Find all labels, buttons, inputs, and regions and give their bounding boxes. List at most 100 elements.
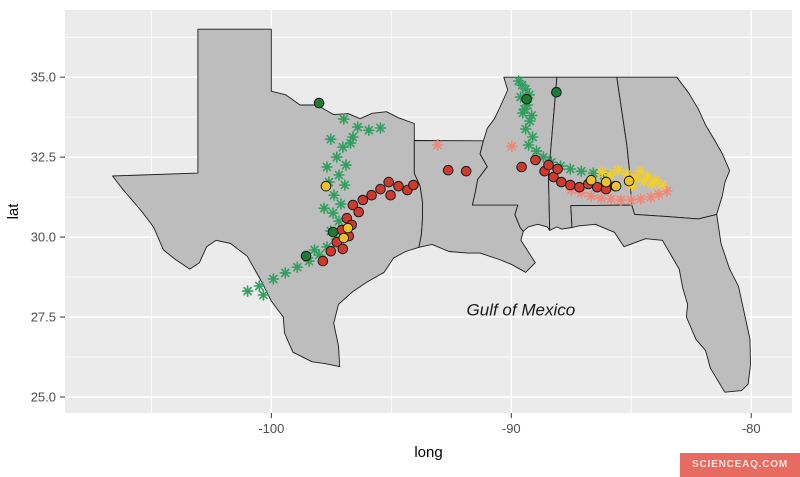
marker-red-circle [565, 179, 576, 191]
marker-red-circle [442, 164, 454, 176]
marker-red-circle [347, 199, 359, 211]
marker-green-asterisk [336, 141, 349, 153]
series-yellow-asterisk [596, 164, 668, 192]
marker-yellow-circle [320, 180, 332, 192]
marker-yellow-asterisk [638, 175, 650, 187]
marker-green-asterisk [362, 124, 375, 137]
marker-green-asterisk [321, 161, 333, 173]
marker-red-circle [556, 176, 567, 188]
marker-green-asterisk [303, 255, 315, 267]
marker-yellow-circle [610, 180, 622, 192]
marker-salmon-asterisk [652, 188, 665, 200]
marker-red-circle [337, 243, 349, 255]
marker-salmon-asterisk [595, 192, 608, 204]
marker-green-asterisk [587, 167, 600, 179]
marker-green-asterisk [321, 241, 333, 253]
y-tick-label: 25.0 [31, 390, 56, 405]
marker-yellow-asterisk [626, 180, 638, 192]
marker-salmon-asterisk [645, 191, 657, 203]
marker-red-circle [385, 189, 396, 201]
marker-yellow-asterisk [621, 168, 633, 180]
marker-red-circle [317, 255, 329, 267]
marker-salmon-asterisk [505, 140, 518, 153]
marker-salmon-asterisk [605, 193, 617, 205]
marker-green-asterisk [522, 139, 535, 151]
marker-green-asterisk [537, 151, 550, 163]
marker-red-circle [460, 165, 472, 177]
marker-darkgreen-circle [313, 97, 325, 109]
marker-green-asterisk [523, 115, 536, 127]
marker-green-asterisk [340, 159, 352, 171]
marker-yellow-asterisk [634, 165, 646, 177]
marker-green-asterisk [318, 202, 330, 215]
series-darkgreen-circle [300, 86, 562, 262]
marker-green-asterisk [333, 169, 345, 181]
series-salmon-asterisk [431, 139, 673, 206]
marker-green-asterisk [344, 137, 357, 149]
marker-red-circle [552, 163, 563, 175]
marker-green-asterisk [253, 280, 266, 292]
watermark: SCIENCEAQ.COM [680, 453, 800, 477]
marker-salmon-asterisk [625, 194, 637, 206]
y-tick-label: 27.5 [31, 310, 56, 325]
x-tick-label: -80 [742, 421, 761, 436]
marker-green-asterisk [335, 198, 347, 210]
y-tick-label: 35.0 [31, 70, 56, 85]
marker-darkgreen-circle [300, 250, 312, 262]
marker-yellow-circle [338, 232, 350, 244]
y-tick-label: 30.0 [31, 230, 56, 245]
marker-green-asterisk [530, 145, 543, 157]
marker-green-asterisk [518, 103, 531, 115]
marker-yellow-circle [600, 176, 612, 188]
marker-red-circle [357, 194, 369, 206]
marker-red-circle [530, 154, 541, 166]
marker-yellow-asterisk [596, 166, 609, 178]
marker-red-circle [325, 245, 337, 257]
marker-green-asterisk [324, 133, 337, 145]
marker-darkgreen-circle [551, 86, 562, 98]
marker-green-asterisk [514, 91, 527, 103]
marker-green-asterisk [338, 179, 351, 191]
marker-green-asterisk [519, 123, 532, 135]
marker-green-asterisk [519, 83, 532, 95]
y-tick-label: 32.5 [31, 150, 56, 165]
marker-green-asterisk [516, 107, 529, 119]
marker-green-asterisk [333, 215, 345, 227]
marker-salmon-asterisk [585, 190, 598, 202]
marker-red-circle [408, 179, 419, 191]
marker-yellow-circle [342, 222, 354, 234]
marker-yellow-asterisk [649, 174, 662, 186]
marker-yellow-asterisk [641, 170, 654, 182]
marker-salmon-asterisk [634, 193, 647, 205]
marker-salmon-asterisk [431, 139, 444, 151]
marker-darkgreen-circle [521, 93, 532, 105]
x-tick-label: -100 [258, 421, 284, 436]
marker-green-asterisk [327, 207, 339, 219]
marker-red-circle [393, 180, 404, 192]
marker-red-circle [516, 161, 527, 173]
marker-yellow-circle [623, 175, 635, 187]
marker-yellow-asterisk [628, 172, 641, 184]
y-axis-title: lat [5, 203, 22, 220]
marker-red-circle [366, 189, 377, 201]
x-tick-label: -90 [502, 421, 521, 436]
watermark-text: SCIENCEAQ.COM [692, 459, 788, 470]
marker-green-asterisk [351, 121, 364, 133]
marker-green-asterisk [291, 261, 304, 274]
state-florida [570, 204, 751, 393]
marker-red-circle [543, 159, 554, 171]
marker-darkgreen-circle [327, 226, 339, 238]
marker-yellow-circle [585, 174, 597, 186]
marker-salmon-asterisk [575, 187, 588, 199]
marker-green-asterisk [308, 244, 321, 256]
marker-green-asterisk [330, 151, 343, 163]
marker-green-asterisk [267, 273, 280, 285]
x-axis-title: long [414, 444, 442, 461]
annotation-gulf-of-mexico: Gulf of Mexico [467, 300, 576, 319]
marker-red-circle [375, 183, 386, 195]
state-texas [112, 28, 423, 368]
marker-green-asterisk [526, 131, 539, 143]
marker-red-circle [353, 206, 365, 218]
marker-salmon-asterisk [615, 194, 627, 206]
